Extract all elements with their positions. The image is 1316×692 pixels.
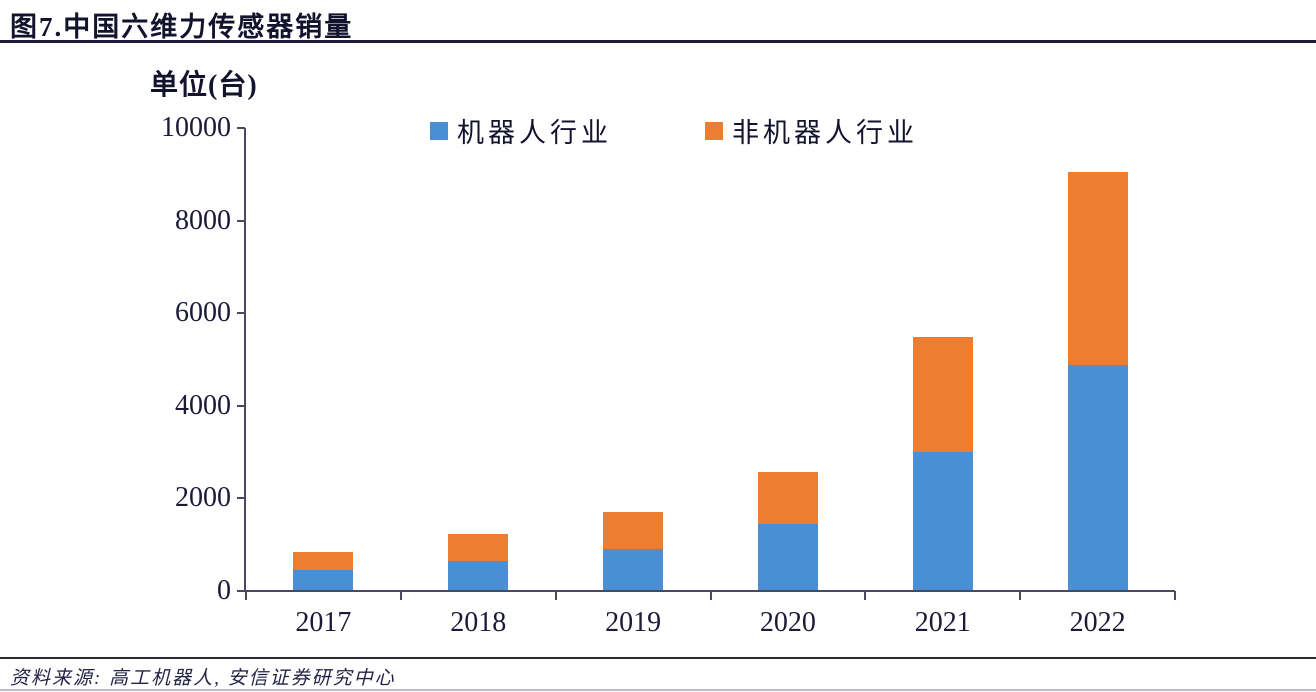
y-axis-tick-label: 0 (217, 575, 231, 606)
y-axis-tick (237, 127, 245, 129)
y-axis-tick (237, 219, 245, 222)
y-axis-line (244, 128, 246, 591)
legend-swatch-non-robot-industry (705, 121, 723, 140)
source-note: 资料来源: 高工机器人, 安信证券研究中心 (10, 668, 396, 689)
x-axis-tick (245, 591, 247, 600)
x-axis-label: 2022 (1069, 607, 1126, 638)
x-axis-tick (399, 591, 402, 600)
unit-label: 单位(台) (150, 70, 258, 101)
title-underline (0, 40, 1316, 43)
bar-segment-2022-non-robot (1067, 172, 1128, 366)
y-axis-tick (237, 497, 245, 500)
x-axis-tick (554, 591, 557, 600)
y-axis-tick-label: 10000 (161, 112, 231, 143)
x-axis-label: 2021 (914, 607, 971, 638)
y-axis-tick (237, 590, 245, 592)
bar-segment-2017-robot (293, 570, 354, 591)
legend-label-robot-industry: 机器人行业 (457, 118, 612, 148)
plot-area: 0 2000 4000 6000 8000 10000 2017 2018 2019 2020 20… (161, 113, 1176, 638)
x-axis-label: 2019 (605, 607, 662, 638)
bar-segment-2020-robot (757, 523, 818, 591)
y-axis-tick (237, 404, 245, 407)
figure-title: 图7.中国六维力传感器销量 (10, 12, 354, 42)
x-axis-label: 2018 (450, 607, 507, 638)
legend-item-robot-industry: 机器人行业 (430, 111, 612, 150)
bar-segment-2019-robot (603, 549, 664, 591)
x-axis-tick (709, 591, 712, 600)
bar-segment-2019-non-robot (603, 512, 664, 550)
footer-separator-line (0, 657, 1316, 659)
y-axis-tick-label: 6000 (175, 297, 231, 329)
x-axis-tick (1019, 591, 1022, 600)
bar-segment-2021-robot (912, 452, 973, 591)
bar-segment-2022-robot (1067, 365, 1128, 591)
bar-segment-2020-non-robot (757, 472, 818, 524)
x-axis-label: 2020 (759, 607, 816, 638)
x-axis-label: 2017 (295, 607, 352, 638)
bottom-border-line (0, 689, 1316, 691)
x-axis-line (244, 590, 1175, 592)
bar-segment-2018-robot (448, 560, 509, 591)
x-axis-tick (864, 591, 867, 600)
x-axis-tick (1174, 591, 1176, 600)
bar-segment-2017-non-robot (293, 551, 354, 571)
bar-segment-2018-non-robot (448, 534, 509, 561)
y-axis-tick-label: 4000 (175, 389, 231, 421)
legend-item-non-robot-industry: 非机器人行业 (705, 111, 918, 150)
chart-legend: 机器人行业 非机器人行业 (430, 111, 918, 150)
legend-swatch-robot-industry (430, 121, 448, 140)
y-axis-tick-label: 8000 (175, 204, 231, 236)
bar-segment-2021-non-robot (912, 337, 973, 453)
y-axis-tick-label: 2000 (175, 482, 231, 514)
y-axis-tick (237, 312, 245, 315)
legend-label-non-robot-industry: 非机器人行业 (732, 118, 918, 148)
